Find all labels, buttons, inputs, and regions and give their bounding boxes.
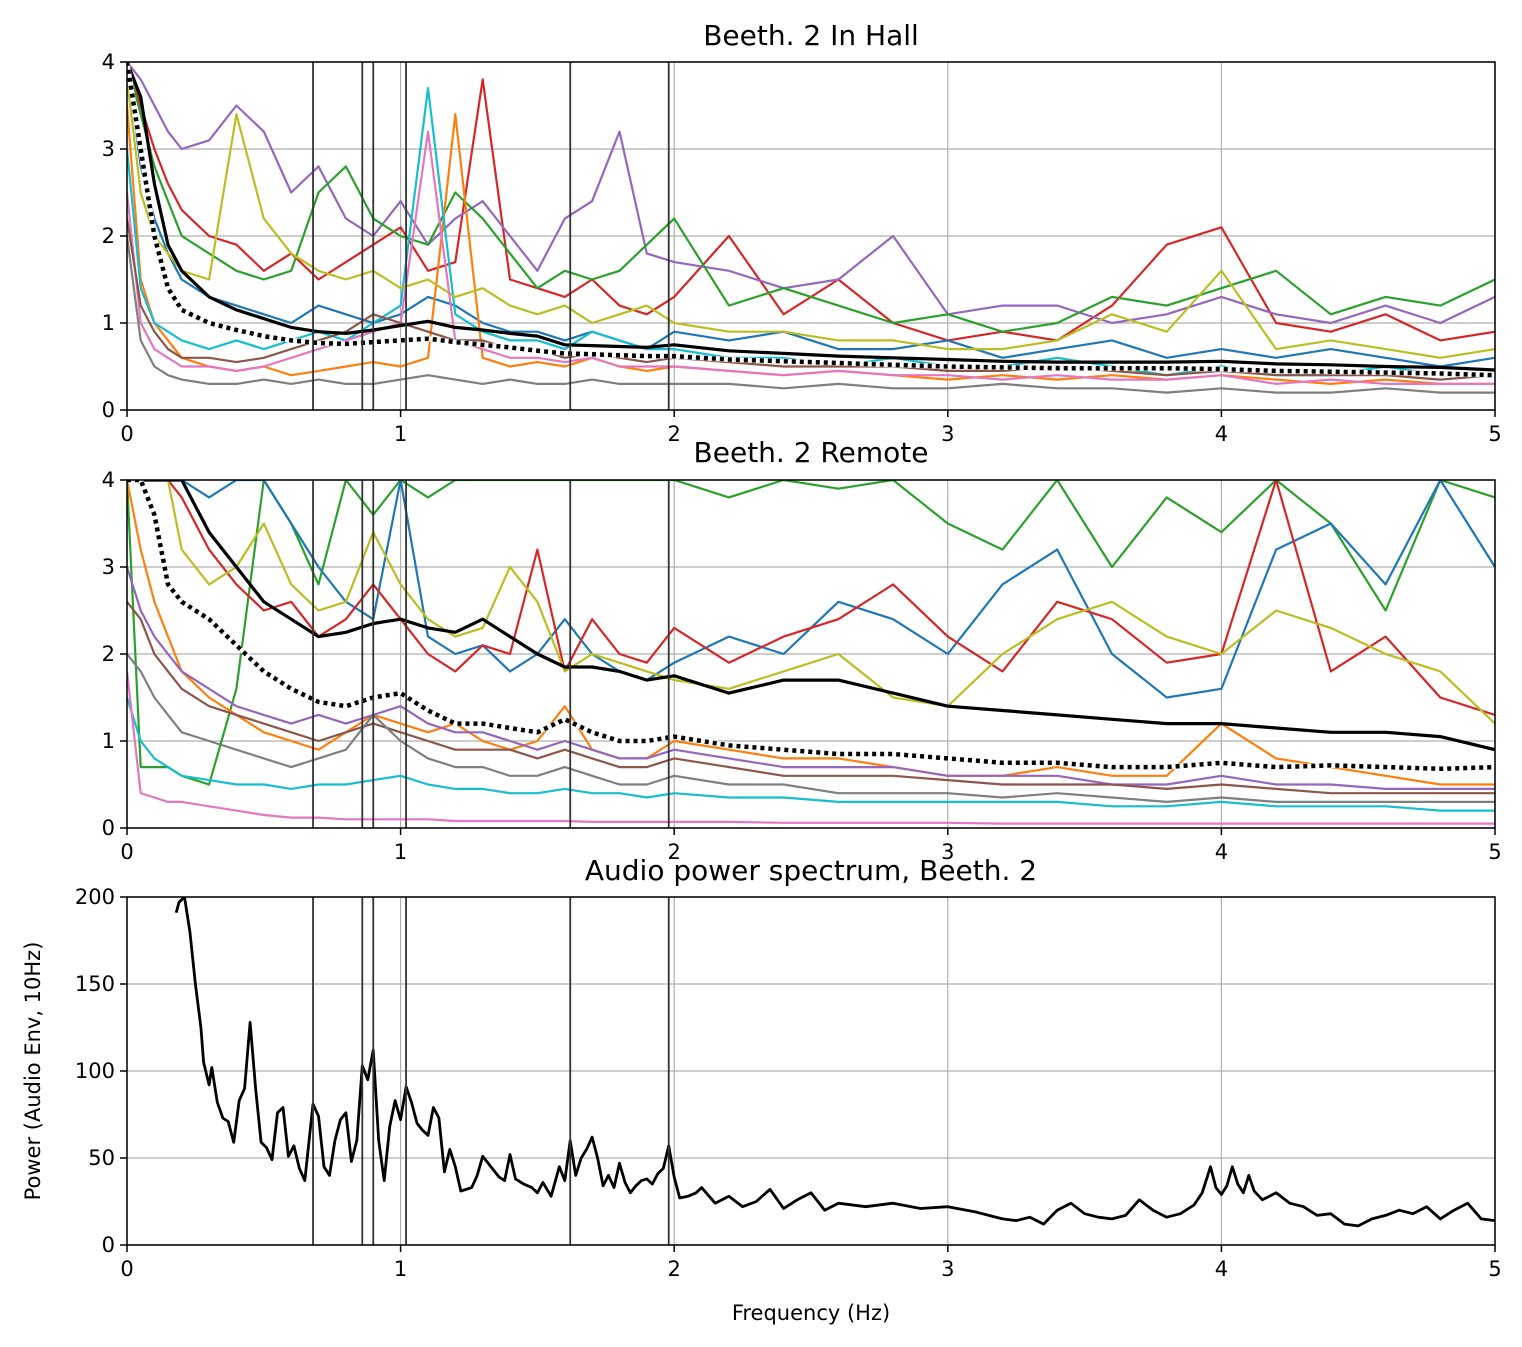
y-tick-label: 0 xyxy=(102,816,115,840)
x-tick-label: 3 xyxy=(941,422,954,446)
y-tick-label: 4 xyxy=(102,50,115,74)
x-tick-label: 3 xyxy=(941,840,954,864)
x-tick-label: 4 xyxy=(1215,840,1228,864)
x-tick-label: 0 xyxy=(120,422,133,446)
y-tick-label: 100 xyxy=(75,1059,115,1083)
series-line-dotted-halo xyxy=(127,480,1495,772)
x-tick-label: 1 xyxy=(394,1257,407,1281)
series-line-6 xyxy=(127,79,1495,359)
x-tick-label: 4 xyxy=(1215,422,1228,446)
x-tick-label: 0 xyxy=(120,840,133,864)
series-line-7 xyxy=(127,653,1495,804)
series-line-0 xyxy=(127,62,1495,342)
y-tick-label: 4 xyxy=(102,468,115,492)
y-tick-label: 1 xyxy=(102,311,115,335)
x-tick-label: 4 xyxy=(1215,1257,1228,1281)
y-tick-label: 50 xyxy=(88,1146,115,1170)
subplot-title: Beeth. 2 In Hall xyxy=(703,19,919,52)
y-tick-label: 200 xyxy=(75,885,115,909)
series-line-9 xyxy=(127,671,1495,825)
y-tick-label: 150 xyxy=(75,972,115,996)
frequency-markers xyxy=(312,897,670,1245)
subplot-title: Beeth. 2 Remote xyxy=(694,436,929,469)
series-line-2 xyxy=(127,62,1495,333)
y-tick-label: 0 xyxy=(102,398,115,422)
frequency-markers xyxy=(312,62,670,410)
series-line-0 xyxy=(174,897,1495,1228)
y-tick-label: 3 xyxy=(102,555,115,579)
series-line-2 xyxy=(127,480,1495,716)
series-line-8 xyxy=(127,235,1495,394)
series-line-3 xyxy=(127,62,1495,368)
x-tick-label: 1 xyxy=(394,840,407,864)
axis-ticks: 0 1 2 3 4 5 0 1 2 3 4 xyxy=(102,50,1502,446)
y-tick-label: 1 xyxy=(102,729,115,753)
series-line-mean xyxy=(127,480,1495,752)
series-line-dotted xyxy=(127,62,1495,378)
x-tick-label: 5 xyxy=(1488,422,1501,446)
subplot-title: Audio power spectrum, Beeth. 2 xyxy=(585,854,1037,887)
x-tick-label: 2 xyxy=(668,1257,681,1281)
x-tick-label: 2 xyxy=(668,422,681,446)
frequency-markers xyxy=(312,480,670,828)
subplot-remote: 0 1 2 3 4 5 0 1 2 3 4 Beeth. 2 Remote xyxy=(102,436,1502,864)
series-line-8 xyxy=(127,697,1495,812)
x-tick-label: 0 xyxy=(120,1257,133,1281)
x-tick-label: 1 xyxy=(394,422,407,446)
series-line-5 xyxy=(127,566,1495,791)
subplot-in-hall: 0 1 2 3 4 5 0 1 2 3 4 Beeth. 2 In Hall xyxy=(102,19,1502,446)
y-tick-label: 2 xyxy=(102,224,115,248)
series-layer xyxy=(174,897,1495,1228)
series-line-6 xyxy=(127,601,1495,795)
series-layer xyxy=(127,62,1495,394)
series-layer xyxy=(127,480,1495,825)
series-line-1 xyxy=(127,62,1495,325)
series-line-3 xyxy=(127,480,1495,725)
x-tick-label: 5 xyxy=(1488,840,1501,864)
x-tick-label: 3 xyxy=(941,1257,954,1281)
series-line-1 xyxy=(127,480,1495,699)
y-tick-label: 3 xyxy=(102,137,115,161)
x-axis-label: Frequency (Hz) xyxy=(732,1301,890,1325)
series-line-mean xyxy=(127,62,1495,372)
x-tick-label: 5 xyxy=(1488,1257,1501,1281)
y-tick-label: 2 xyxy=(102,642,115,666)
y-axis-label: Power (Audio Env, 10Hz) xyxy=(21,942,45,1201)
y-tick-label: 0 xyxy=(102,1233,115,1257)
series-line-0 xyxy=(127,480,1495,786)
x-tick-label: 2 xyxy=(668,840,681,864)
axis-ticks: 0 1 2 3 4 5 0 1 2 3 4 xyxy=(102,468,1502,864)
series-line-7 xyxy=(127,130,1495,385)
